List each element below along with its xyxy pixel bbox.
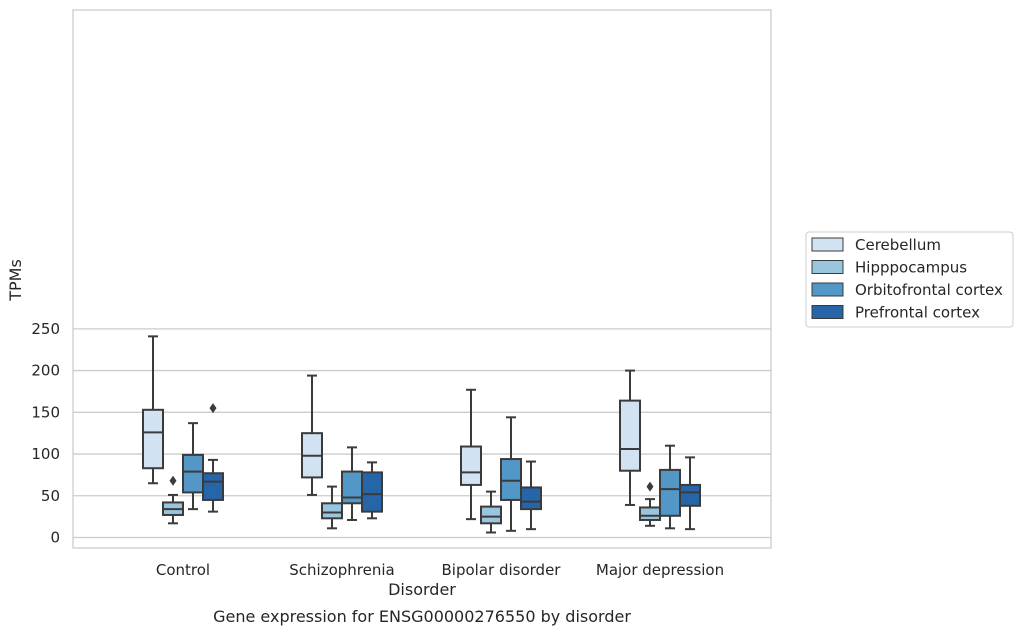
legend-label: Prefrontal cortex	[855, 304, 980, 322]
x-tick-label: Control	[156, 561, 210, 579]
legend-label: Orbitofrontal cortex	[855, 281, 1003, 299]
box	[321, 485, 343, 530]
legend-frame	[805, 231, 1014, 328]
box-body	[639, 506, 661, 521]
box	[619, 369, 641, 506]
y-tick-label: 150	[31, 403, 60, 421]
box	[460, 388, 482, 521]
y-axis-title: TPMs	[6, 259, 25, 302]
series-cerebellum	[142, 335, 641, 521]
box-body	[202, 472, 224, 501]
box	[341, 446, 363, 521]
box-body	[460, 445, 482, 486]
y-tick-label: 250	[31, 320, 60, 338]
box	[202, 403, 224, 513]
box	[500, 416, 522, 532]
y-tick-label: 50	[41, 487, 60, 505]
outlier-point	[169, 475, 177, 486]
box-body	[659, 468, 681, 517]
box	[162, 475, 184, 525]
box	[520, 460, 542, 531]
series-hipppocampus	[162, 475, 661, 534]
legend-label: Hipppocampus	[855, 259, 967, 277]
box-body	[520, 486, 542, 511]
legend-swatch	[811, 237, 844, 252]
box-body	[182, 453, 204, 494]
box	[182, 422, 204, 511]
box-body	[142, 408, 164, 470]
legend-swatch	[811, 282, 844, 297]
box	[480, 490, 502, 534]
y-tick-label: 0	[50, 529, 60, 547]
box	[679, 456, 701, 531]
box	[142, 335, 164, 485]
box	[659, 444, 681, 530]
y-axis-ticks: 0 50 100 150 200 250	[31, 320, 60, 547]
legend-swatch	[811, 305, 844, 319]
box-body	[619, 399, 641, 472]
box-body	[679, 483, 701, 507]
plot-frame	[72, 9, 772, 549]
y-tick-label: 200	[31, 362, 60, 380]
x-tick-label: Schizophrenia	[289, 561, 394, 579]
box	[301, 374, 323, 496]
box-series	[142, 335, 701, 534]
x-tick-label: Major depression	[596, 561, 724, 579]
box-body	[500, 458, 522, 501]
box-body	[361, 471, 383, 513]
x-axis-title: Disorder	[388, 580, 456, 599]
series-orbitofrontal-cortex	[182, 416, 681, 532]
x-axis-ticks: Control Schizophrenia Bipolar disorder Majo…	[156, 561, 724, 579]
box-body	[341, 470, 363, 505]
box	[361, 461, 383, 520]
legend-items: Cerebellum Hipppocampus Orbitofrontal cort…	[811, 236, 1003, 322]
box-body	[480, 505, 502, 525]
y-tick-label: 100	[31, 445, 60, 463]
legend: Cerebellum Hipppocampus Orbitofrontal cort…	[805, 231, 1014, 328]
legend-swatch	[811, 260, 844, 274]
outlier-point	[209, 403, 217, 414]
legend-label: Cerebellum	[855, 236, 941, 254]
x-tick-label: Bipolar disorder	[442, 561, 562, 579]
box-body	[321, 502, 343, 520]
series-prefrontal-cortex	[202, 403, 701, 531]
outlier-point	[646, 481, 654, 492]
chart-caption: Gene expression for ENSG00000276550 by d…	[213, 607, 631, 626]
box	[639, 481, 661, 527]
